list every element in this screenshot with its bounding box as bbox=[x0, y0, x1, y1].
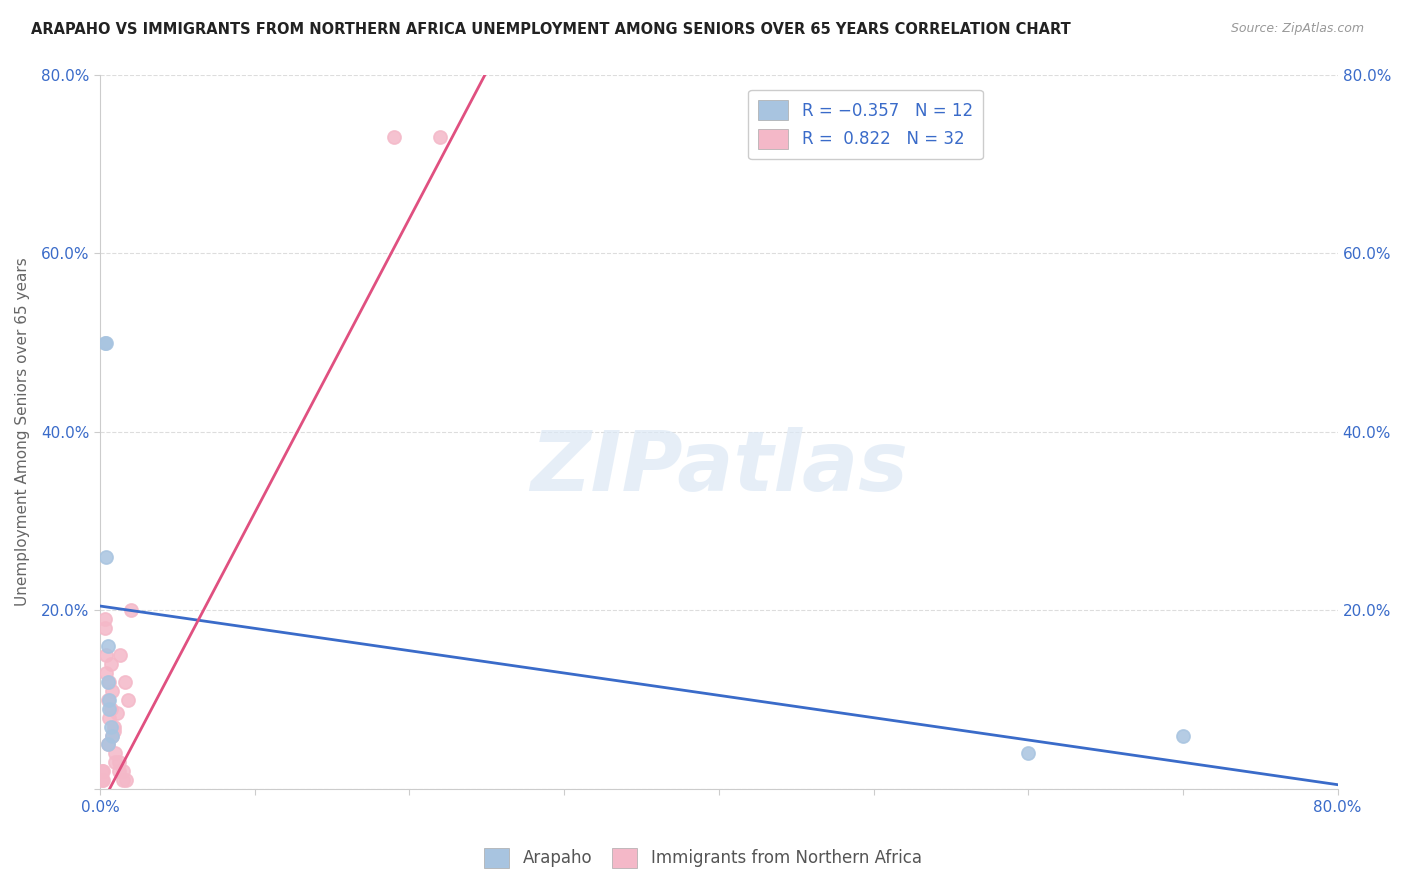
Point bbox=[97, 693, 120, 707]
Legend: Arapaho, Immigrants from Northern Africa: Arapaho, Immigrants from Northern Africa bbox=[478, 841, 928, 875]
Point bbox=[97, 639, 120, 653]
Point bbox=[103, 724, 125, 739]
Point bbox=[382, 130, 405, 145]
Point bbox=[98, 675, 121, 690]
Y-axis label: Unemployment Among Seniors over 65 years: Unemployment Among Seniors over 65 years bbox=[15, 258, 30, 607]
Point bbox=[101, 684, 124, 698]
Point bbox=[105, 706, 128, 721]
Point bbox=[100, 702, 122, 716]
Point bbox=[96, 549, 118, 564]
Point bbox=[97, 738, 120, 752]
Point bbox=[96, 335, 118, 350]
Point bbox=[107, 764, 129, 779]
Point bbox=[93, 612, 115, 626]
Point bbox=[101, 729, 124, 743]
Point bbox=[114, 675, 136, 690]
Point bbox=[103, 720, 125, 734]
Text: Source: ZipAtlas.com: Source: ZipAtlas.com bbox=[1230, 22, 1364, 36]
Point bbox=[97, 738, 120, 752]
Text: ZIPatlas: ZIPatlas bbox=[530, 427, 908, 508]
Point bbox=[100, 657, 122, 671]
Point bbox=[98, 693, 121, 707]
Point bbox=[1017, 747, 1039, 761]
Point bbox=[96, 666, 118, 681]
Point bbox=[96, 648, 118, 662]
Point bbox=[115, 773, 138, 788]
Point bbox=[98, 711, 121, 725]
Point bbox=[120, 603, 142, 617]
Point bbox=[91, 764, 114, 779]
Point bbox=[429, 130, 451, 145]
Text: ARAPAHO VS IMMIGRANTS FROM NORTHERN AFRICA UNEMPLOYMENT AMONG SENIORS OVER 65 YE: ARAPAHO VS IMMIGRANTS FROM NORTHERN AFRI… bbox=[31, 22, 1071, 37]
Point bbox=[112, 764, 135, 779]
Point bbox=[107, 756, 129, 770]
Point bbox=[101, 729, 124, 743]
Point bbox=[104, 756, 127, 770]
Point bbox=[90, 764, 112, 779]
Point bbox=[93, 621, 115, 635]
Point bbox=[100, 720, 122, 734]
Point bbox=[93, 335, 115, 350]
Point bbox=[98, 702, 121, 716]
Legend: R = −0.357   N = 12, R =  0.822   N = 32: R = −0.357 N = 12, R = 0.822 N = 32 bbox=[748, 90, 983, 159]
Point bbox=[108, 648, 131, 662]
Point bbox=[1171, 729, 1194, 743]
Point bbox=[97, 675, 120, 690]
Point bbox=[90, 773, 112, 788]
Point bbox=[112, 773, 135, 788]
Point bbox=[104, 747, 127, 761]
Point bbox=[91, 773, 114, 788]
Point bbox=[117, 693, 139, 707]
